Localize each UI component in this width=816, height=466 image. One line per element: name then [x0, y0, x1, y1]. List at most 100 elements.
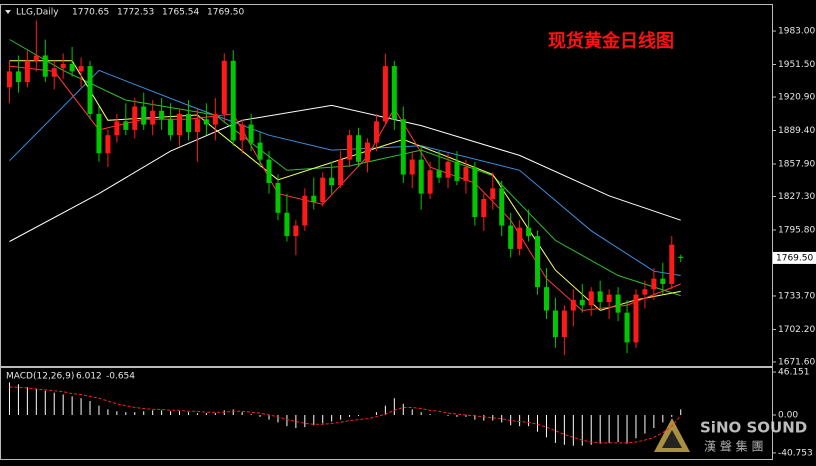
candle-body — [159, 110, 165, 120]
candle-body — [42, 55, 48, 77]
y-tick-label: 1889.40 — [778, 126, 815, 136]
price-pane — [0, 4, 773, 367]
candle-body — [33, 55, 39, 61]
macd-signal-value: -0.654 — [106, 372, 135, 382]
y-tick-label: 1857.90 — [778, 159, 815, 169]
candle-body — [51, 68, 57, 77]
candle-body — [194, 119, 200, 132]
candle-body — [257, 142, 263, 160]
menu-arrow — [5, 10, 11, 14]
candle-body — [239, 124, 245, 141]
candle-body — [526, 227, 532, 237]
candle-body — [678, 256, 684, 258]
last-price-label: 1769.50 — [776, 253, 813, 263]
macd-y-tick-label: -40.753 — [778, 448, 813, 458]
candle-body — [508, 225, 514, 249]
candle-body — [463, 167, 469, 181]
candle-body — [338, 159, 344, 186]
candle-body — [669, 244, 675, 284]
candle-body — [6, 71, 12, 88]
candle-body — [633, 294, 639, 343]
candle-body — [24, 60, 30, 83]
candle-body — [221, 60, 227, 114]
candle-body — [123, 121, 129, 130]
candle-body — [141, 106, 147, 125]
candle-body — [570, 299, 576, 311]
moving-average — [9, 60, 681, 312]
candle-body — [302, 195, 308, 226]
candles — [6, 20, 684, 356]
y-tick-label: 1795.80 — [778, 225, 815, 235]
y-tick-label: 1827.30 — [778, 192, 815, 202]
last-price-box — [773, 251, 816, 264]
candle-body — [615, 294, 621, 313]
candle-body — [311, 195, 317, 203]
header-value: 1772.53 — [117, 8, 154, 18]
candle-body — [356, 135, 362, 162]
brand: SiNO SOUND — [700, 419, 807, 437]
brand-sub: 漢 聲 集 團 — [704, 439, 763, 454]
y-tick-label: 1733.70 — [778, 291, 815, 301]
candle-body — [212, 113, 218, 125]
candle-body — [185, 113, 191, 132]
candle-body — [284, 212, 290, 237]
candle-body — [409, 159, 415, 175]
moving-average — [9, 104, 681, 242]
candle-body — [624, 312, 630, 343]
y-tick-label: 1702.20 — [778, 325, 815, 335]
candle-body — [418, 159, 424, 194]
macd-y-tick-label: 46.151 — [778, 368, 810, 378]
candle-body — [168, 119, 174, 136]
candle-body — [642, 289, 648, 295]
watermark: SiNO SOUND 漢 聲 集 團 — [654, 418, 807, 454]
candle-body — [329, 177, 335, 186]
candle-body — [400, 119, 406, 175]
candle-body — [275, 183, 281, 213]
candle-body — [597, 291, 603, 303]
candle-body — [660, 278, 666, 284]
candle-body — [490, 188, 496, 199]
candle-body — [78, 66, 84, 72]
symbol-label: LLG,Daily — [16, 8, 59, 18]
candle-body — [561, 310, 567, 338]
candle-body — [203, 119, 209, 125]
candle-body — [535, 236, 541, 288]
candle-body — [517, 227, 523, 249]
candle-body — [552, 310, 558, 338]
candle-body — [230, 60, 236, 141]
candle-body — [15, 71, 21, 83]
candle-body — [481, 198, 487, 218]
header-value: 1765.54 — [162, 8, 199, 18]
macd-label: MACD(12,26,9) — [6, 372, 74, 382]
candle-body — [248, 124, 254, 143]
y-tick-label: 1983.00 — [778, 27, 815, 37]
candle-body — [347, 135, 353, 160]
macd-y-tick-label: 0.00 — [778, 410, 798, 420]
y-tick-label: 1920.90 — [778, 93, 815, 103]
candle-body — [69, 63, 75, 72]
candle-body — [436, 170, 442, 178]
candle-body — [60, 63, 66, 69]
candle-body — [293, 225, 299, 237]
candle-body — [651, 278, 657, 290]
macd-hist-value: 6.012 — [76, 372, 102, 382]
candle-body — [114, 121, 120, 136]
candle-body — [382, 66, 388, 122]
candle-body — [543, 287, 549, 311]
y-tick-label: 1951.50 — [778, 60, 815, 70]
header-value: 1769.50 — [207, 8, 244, 18]
candle-body — [427, 170, 433, 194]
chart-title: 现货黄金日线图 — [548, 30, 674, 52]
candle-body — [588, 291, 594, 306]
candle-body — [177, 113, 183, 136]
candle-body — [472, 167, 478, 218]
candle-body — [606, 294, 612, 303]
candle-body — [364, 142, 370, 162]
candle-body — [454, 161, 460, 181]
candle-body — [266, 159, 272, 184]
candle-body — [320, 177, 326, 203]
candle-body — [579, 299, 585, 306]
logo-inner — [662, 430, 682, 448]
